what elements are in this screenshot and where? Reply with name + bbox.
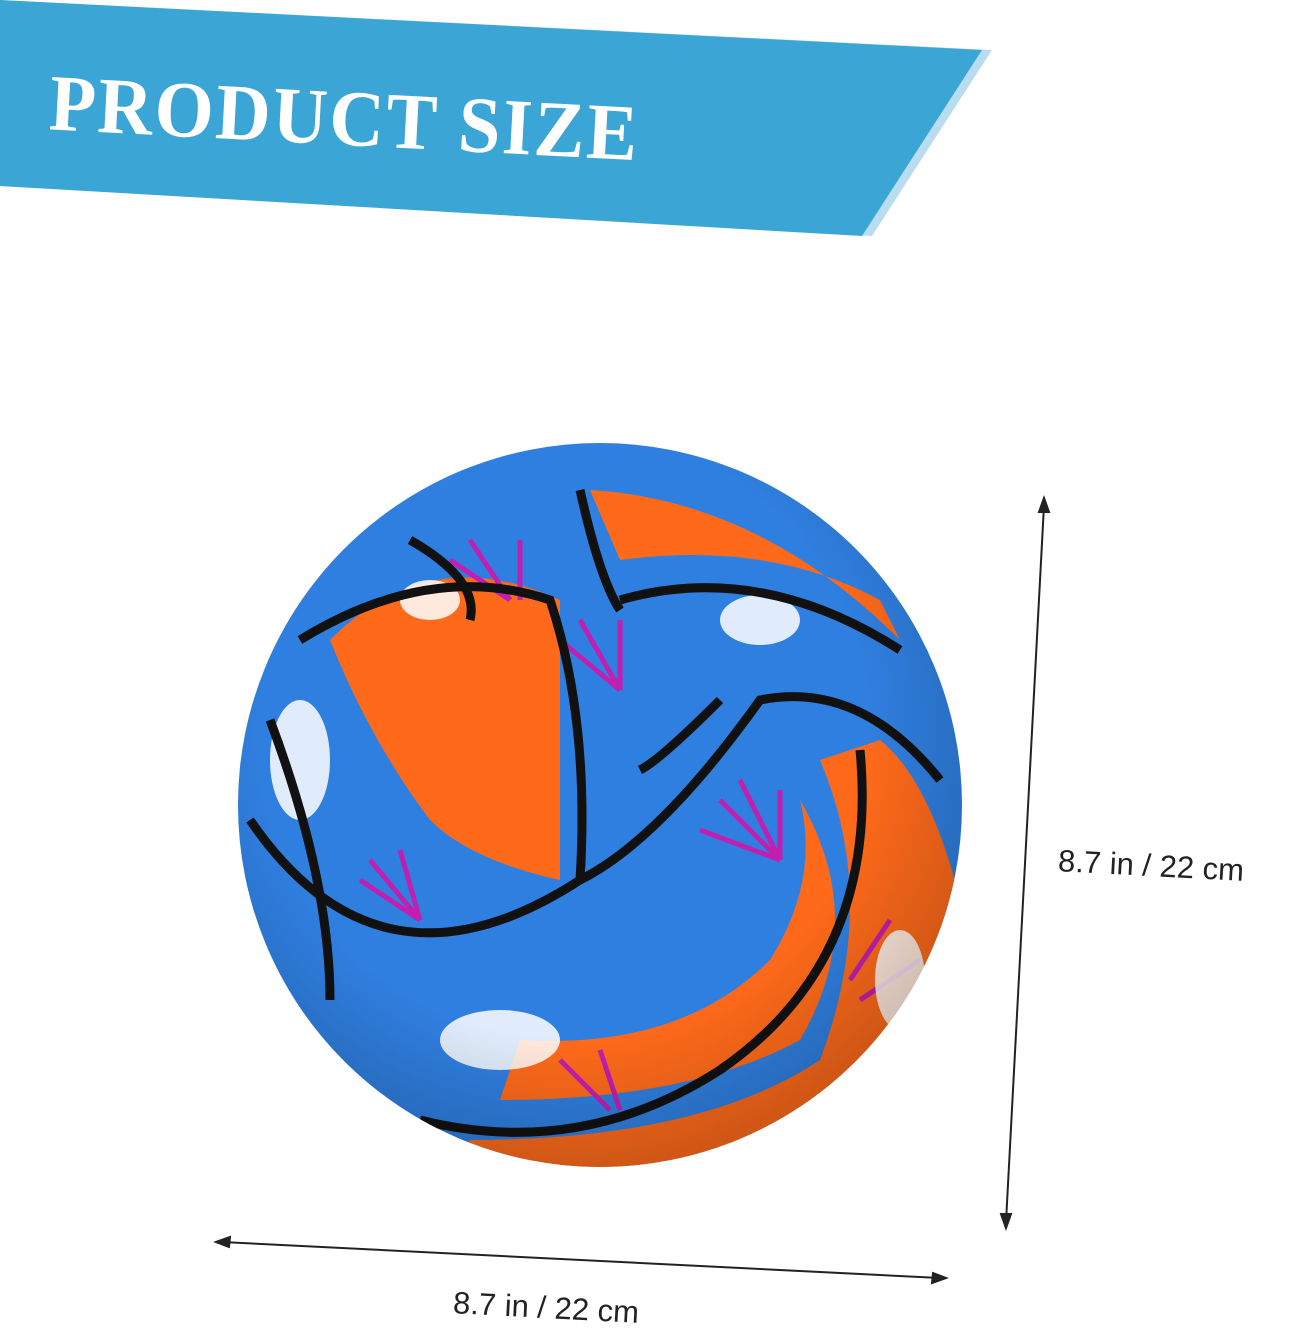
width-dimension-arrow xyxy=(213,1235,949,1285)
banner-background xyxy=(0,0,992,236)
height-dimension-arrow xyxy=(999,495,1051,1231)
